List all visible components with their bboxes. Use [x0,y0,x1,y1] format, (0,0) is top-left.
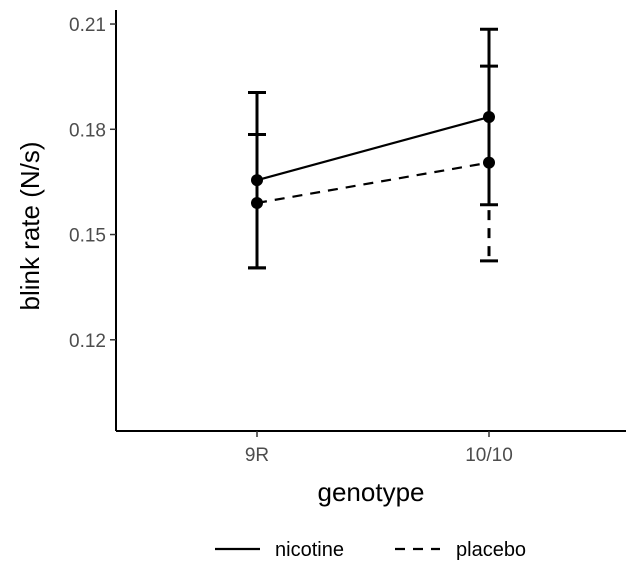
y-tick-label: 0.12 [69,331,106,352]
series-line [256,115,490,182]
x-axis-ticks: 9R 10/10 [245,431,513,466]
plot-panel: 0.12 0.15 0.18 0.21 9R 10/10 [69,10,626,466]
legend-label-placebo: placebo [456,539,526,561]
y-tick-label: 0.18 [69,120,106,141]
series-layer [248,27,498,270]
series-nicotine [248,27,498,270]
legend-label-nicotine: nicotine [275,539,344,561]
data-point [483,111,495,124]
y-axis-title: blink rate (N/s) [15,141,45,310]
x-tick-label: 10/10 [465,445,513,466]
y-tick-label: 0.15 [69,226,106,247]
y-tick-label: 0.21 [69,15,106,36]
x-axis-title: genotype [318,477,425,507]
x-tick-label: 9R [245,445,269,466]
series-placebo [248,64,498,270]
data-point [251,196,263,209]
legend: nicotine placebo [215,539,526,561]
data-point [483,156,495,169]
series-line [256,161,490,205]
y-axis-ticks: 0.12 0.15 0.18 0.21 [69,15,116,352]
